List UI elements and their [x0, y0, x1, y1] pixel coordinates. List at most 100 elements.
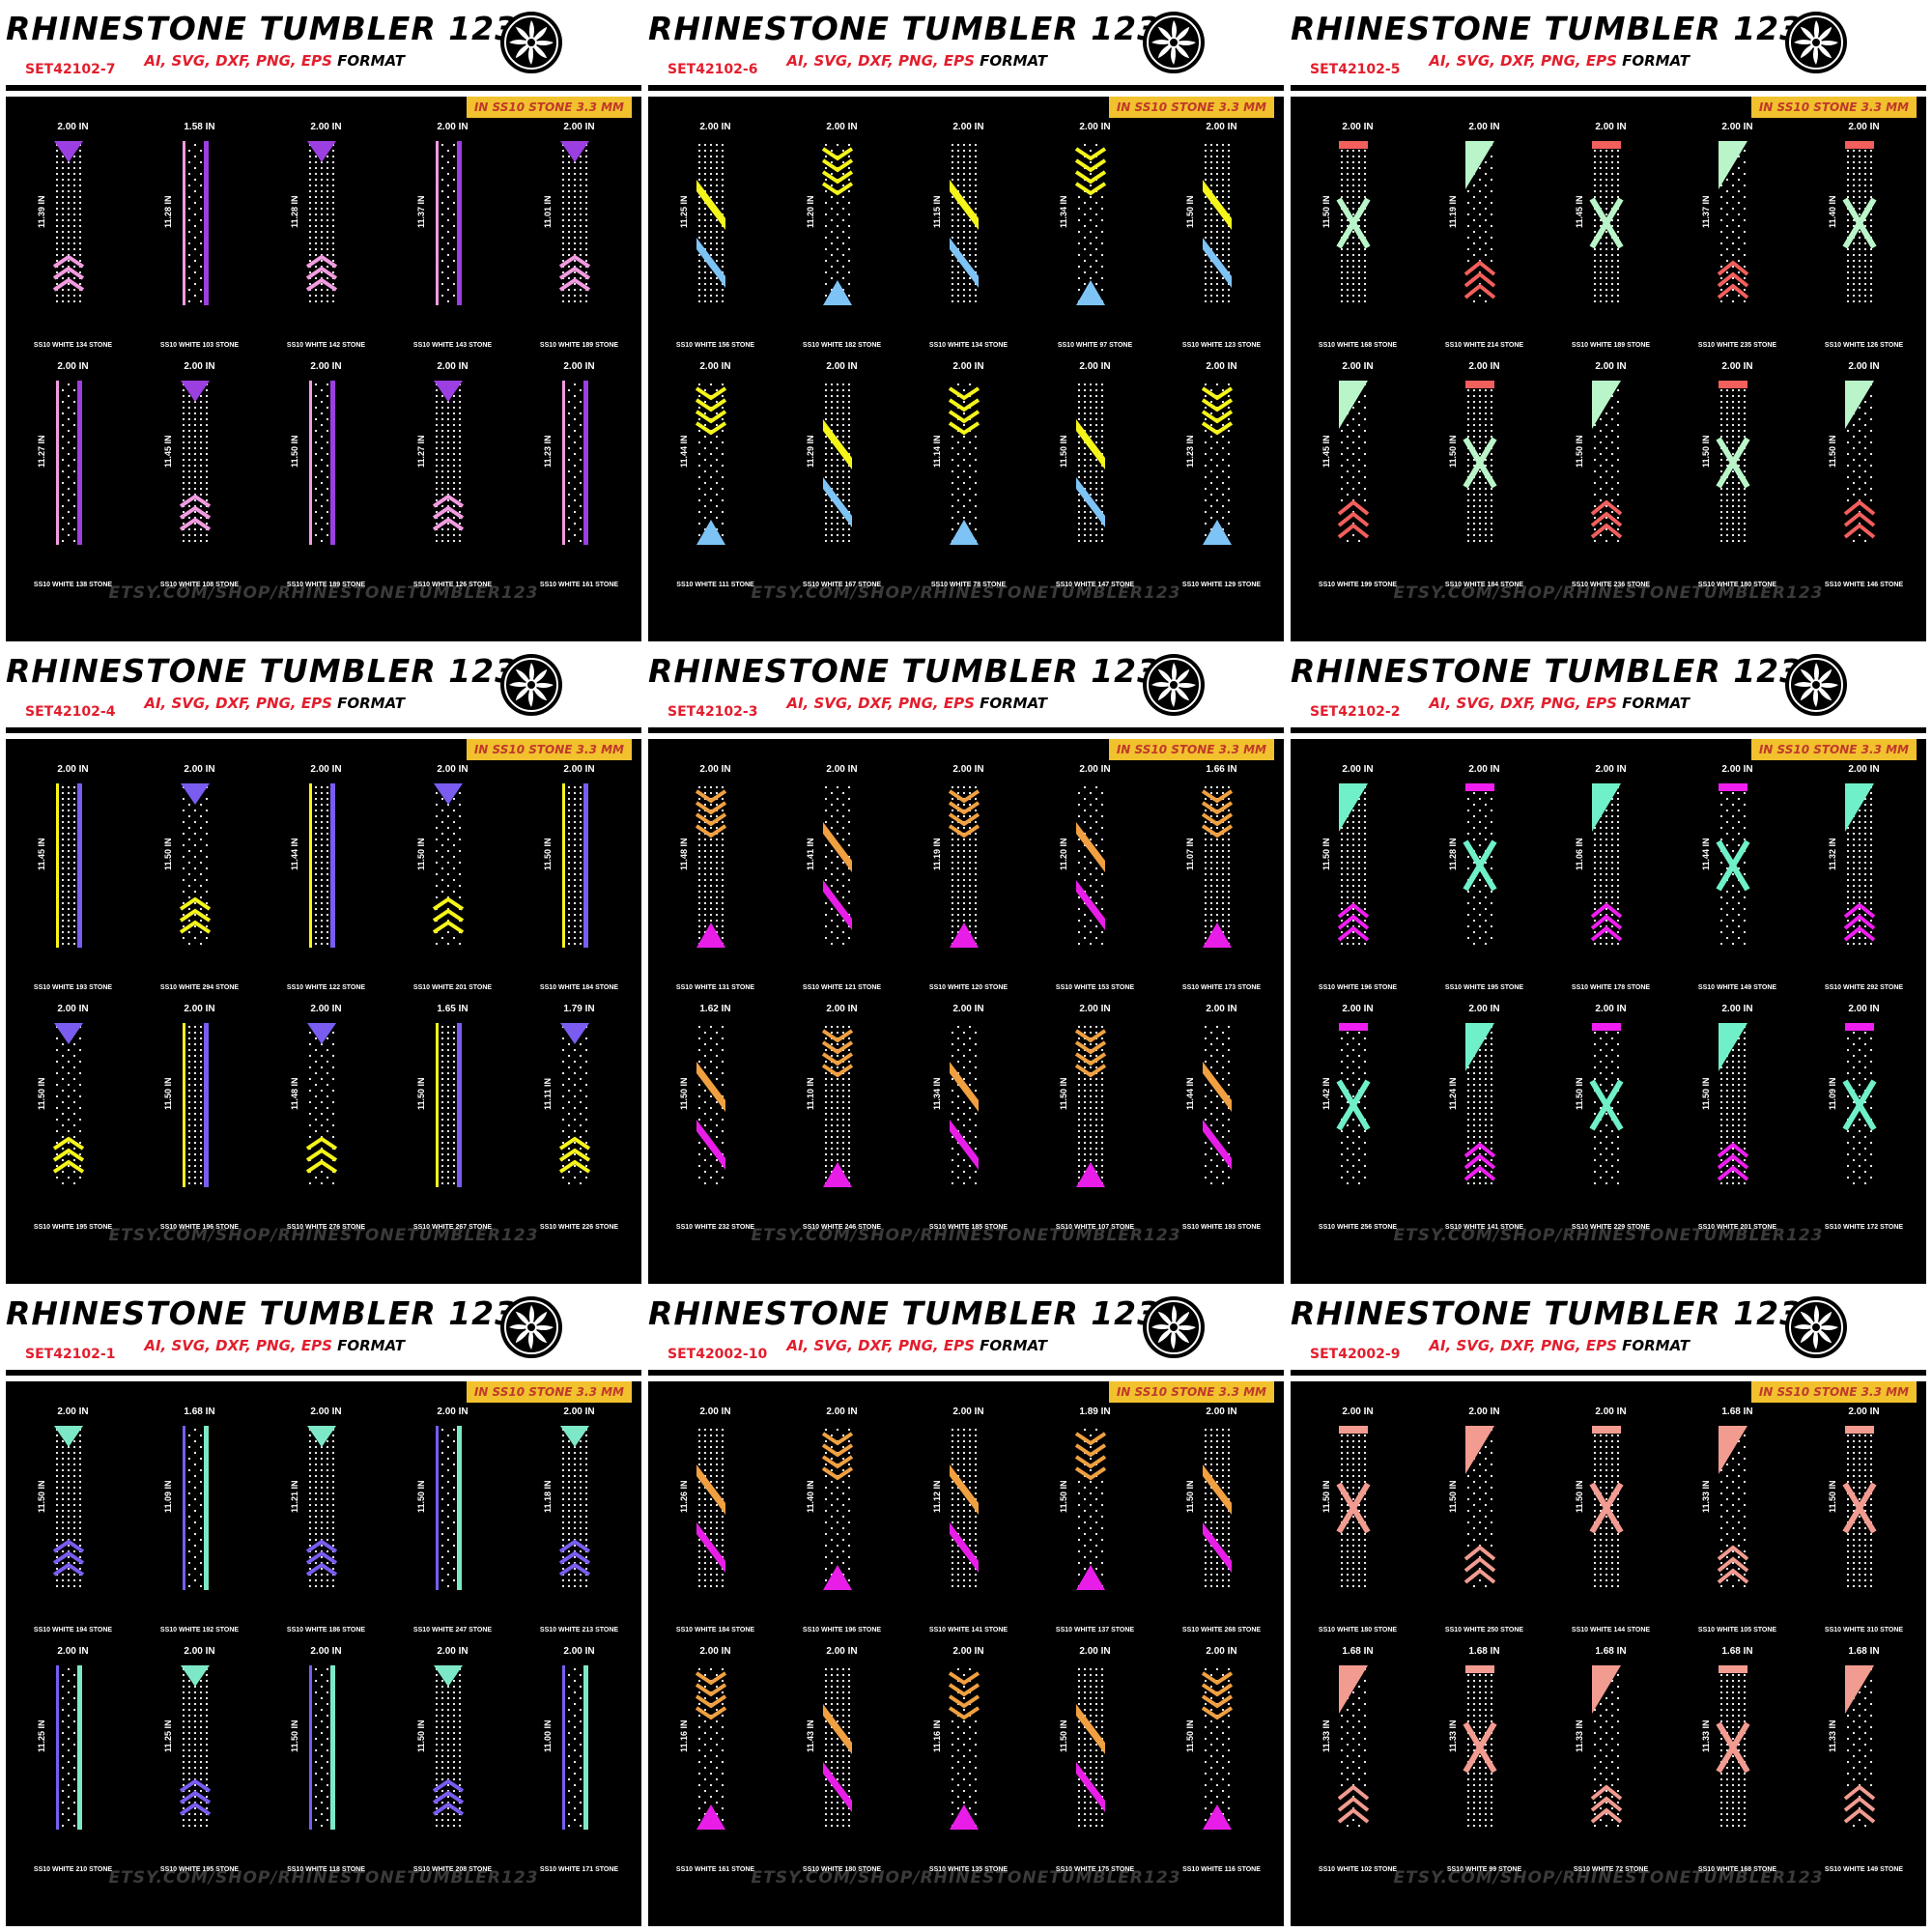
tumbler-design[interactable]: 2.00 IN 11.50 IN SS10 WHITE 184 STONE: [516, 764, 641, 1003]
stone-count-label: SS10 WHITE 172 STONE: [1824, 1224, 1904, 1231]
tumbler-design[interactable]: 2.00 IN 11.20 IN SS10 WHITE 182 STONE: [779, 122, 905, 360]
tumbler-design[interactable]: 2.00 IN 11.39 IN SS10 WHITE 134 STONE: [10, 122, 136, 360]
tumbler-design[interactable]: 2.00 IN 11.20 IN SS10 WHITE 153 STONE: [1032, 764, 1158, 1003]
tumbler-design[interactable]: 2.00 IN 11.50 IN SS10 WHITE 168 STONE: [1294, 122, 1421, 360]
tumbler-design[interactable]: 2.00 IN 11.25 IN SS10 WHITE 195 STONE: [136, 1646, 263, 1885]
tumbler-design[interactable]: 2.00 IN 11.50 IN SS10 WHITE 116 STONE: [1158, 1646, 1284, 1885]
tumbler-design[interactable]: 2.00 IN 11.16 IN SS10 WHITE 135 STONE: [905, 1646, 1032, 1885]
tumbler-design[interactable]: 1.68 IN 11.33 IN SS10 WHITE 99 STONE: [1421, 1646, 1548, 1885]
width-label: 2.00 IN: [563, 764, 595, 775]
tumbler-design[interactable]: 2.00 IN 11.50 IN SS10 WHITE 194 STONE: [10, 1406, 136, 1645]
format-suffix: FORMAT: [337, 695, 405, 712]
tumbler-design[interactable]: 1.68 IN 11.09 IN SS10 WHITE 192 STONE: [136, 1406, 263, 1645]
tumbler-design[interactable]: 2.00 IN 11.50 IN SS10 WHITE 208 STONE: [389, 1646, 516, 1885]
tumbler-design[interactable]: 2.00 IN 11.14 IN SS10 WHITE 78 STONE: [905, 361, 1032, 600]
width-label: 2.00 IN: [184, 1646, 215, 1657]
tumbler-design[interactable]: 2.00 IN 11.01 IN SS10 WHITE 189 STONE: [516, 122, 641, 360]
tumbler-design[interactable]: 2.00 IN 11.50 IN SS10 WHITE 294 STONE: [136, 764, 263, 1003]
stone-count-label: SS10 WHITE 161 STONE: [675, 1866, 755, 1873]
tumbler-design[interactable]: 2.00 IN 11.50 IN SS10 WHITE 180 STONE: [1674, 361, 1801, 600]
tumbler-design[interactable]: 2.00 IN 11.50 IN SS10 WHITE 201 STONE: [1674, 1004, 1801, 1242]
tumbler-design[interactable]: 2.00 IN 11.44 IN SS10 WHITE 149 STONE: [1674, 764, 1801, 1003]
tumbler-design[interactable]: 2.00 IN 11.50 IN SS10 WHITE 196 STONE: [1294, 764, 1421, 1003]
tumbler-design[interactable]: 1.65 IN 11.50 IN SS10 WHITE 267 STONE: [389, 1004, 516, 1242]
tumbler-design[interactable]: 2.00 IN 11.50 IN SS10 WHITE 123 STONE: [1158, 122, 1284, 360]
tumbler-design[interactable]: 2.00 IN 11.45 IN SS10 WHITE 108 STONE: [136, 361, 263, 600]
tumbler-design[interactable]: 2.00 IN 11.34 IN SS10 WHITE 185 STONE: [905, 1004, 1032, 1242]
tumbler-design[interactable]: 2.00 IN 11.10 IN SS10 WHITE 246 STONE: [779, 1004, 905, 1242]
tumbler-design[interactable]: 2.00 IN 11.50 IN SS10 WHITE 184 STONE: [1421, 361, 1548, 600]
tumbler-design[interactable]: 2.00 IN 11.21 IN SS10 WHITE 186 STONE: [263, 1406, 389, 1645]
height-label: 11.50 IN: [1185, 1719, 1195, 1752]
tumbler-design[interactable]: 2.00 IN 11.09 IN SS10 WHITE 172 STONE: [1801, 1004, 1926, 1242]
tumbler-design[interactable]: 2.00 IN 11.50 IN SS10 WHITE 180 STONE: [1294, 1406, 1421, 1645]
tumbler-design[interactable]: 2.00 IN 11.15 IN SS10 WHITE 134 STONE: [905, 122, 1032, 360]
tumbler-design[interactable]: 2.00 IN 11.50 IN SS10 WHITE 196 STONE: [136, 1004, 263, 1242]
tumbler-design[interactable]: 2.00 IN 11.50 IN SS10 WHITE 144 STONE: [1548, 1406, 1674, 1645]
tumbler-design[interactable]: 2.00 IN 11.45 IN SS10 WHITE 193 STONE: [10, 764, 136, 1003]
tumbler-design[interactable]: 2.00 IN 11.23 IN SS10 WHITE 129 STONE: [1158, 361, 1284, 600]
tumbler-design[interactable]: 1.68 IN 11.33 IN SS10 WHITE 149 STONE: [1801, 1646, 1926, 1885]
tumbler-design[interactable]: 2.00 IN 11.48 IN SS10 WHITE 276 STONE: [263, 1004, 389, 1242]
tumbler-design[interactable]: 2.00 IN 11.26 IN SS10 WHITE 184 STONE: [652, 1406, 779, 1645]
tumbler-design[interactable]: 2.00 IN 11.50 IN SS10 WHITE 310 STONE: [1801, 1406, 1926, 1645]
tumbler-design[interactable]: 2.00 IN 11.44 IN SS10 WHITE 193 STONE: [1158, 1004, 1284, 1242]
tumbler-design[interactable]: 2.00 IN 11.27 IN SS10 WHITE 138 STONE: [10, 361, 136, 600]
tumbler-design[interactable]: 2.00 IN 11.28 IN SS10 WHITE 142 STONE: [263, 122, 389, 360]
tumbler-design[interactable]: 1.66 IN 11.07 IN SS10 WHITE 173 STONE: [1158, 764, 1284, 1003]
tumbler-design[interactable]: 2.00 IN 11.29 IN SS10 WHITE 167 STONE: [779, 361, 905, 600]
tumbler-design[interactable]: 2.00 IN 11.40 IN SS10 WHITE 196 STONE: [779, 1406, 905, 1645]
tumbler-design[interactable]: 2.00 IN 11.44 IN SS10 WHITE 122 STONE: [263, 764, 389, 1003]
format-suffix: FORMAT: [1622, 52, 1690, 70]
tumbler-design[interactable]: 1.68 IN 11.33 IN SS10 WHITE 102 STONE: [1294, 1646, 1421, 1885]
tumbler-design[interactable]: 2.00 IN 11.50 IN SS10 WHITE 268 STONE: [1158, 1406, 1284, 1645]
stone-count-label: SS10 WHITE 123 STONE: [1181, 342, 1262, 349]
tumbler-design[interactable]: 2.00 IN 11.42 IN SS10 WHITE 256 STONE: [1294, 1004, 1421, 1242]
tumbler-design[interactable]: 2.00 IN 11.44 IN SS10 WHITE 111 STONE: [652, 361, 779, 600]
tumbler-design[interactable]: 2.00 IN 11.23 IN SS10 WHITE 161 STONE: [516, 361, 641, 600]
tumbler-design[interactable]: 2.00 IN 11.50 IN SS10 WHITE 147 STONE: [1032, 361, 1158, 600]
height-label: 11.50 IN: [416, 838, 426, 870]
tumbler-design[interactable]: 2.00 IN 11.00 IN SS10 WHITE 171 STONE: [516, 1646, 641, 1885]
tumbler-design[interactable]: 2.00 IN 11.50 IN SS10 WHITE 201 STONE: [389, 764, 516, 1003]
tumbler-design[interactable]: 2.00 IN 11.27 IN SS10 WHITE 126 STONE: [389, 361, 516, 600]
tumbler-design[interactable]: 1.79 IN 11.11 IN SS10 WHITE 226 STONE: [516, 1004, 641, 1242]
tumbler-design[interactable]: 2.00 IN 11.25 IN SS10 WHITE 156 STONE: [652, 122, 779, 360]
tumbler-design[interactable]: 2.00 IN 11.50 IN SS10 WHITE 175 STONE: [1032, 1646, 1158, 1885]
tumbler-design[interactable]: 2.00 IN 11.19 IN SS10 WHITE 120 STONE: [905, 764, 1032, 1003]
tumbler-design[interactable]: 1.58 IN 11.28 IN SS10 WHITE 103 STONE: [136, 122, 263, 360]
tumbler-design[interactable]: 2.00 IN 11.50 IN SS10 WHITE 195 STONE: [10, 1004, 136, 1242]
tumbler-design[interactable]: 2.00 IN 11.50 IN SS10 WHITE 247 STONE: [389, 1406, 516, 1645]
tumbler-design[interactable]: 2.00 IN 11.43 IN SS10 WHITE 180 STONE: [779, 1646, 905, 1885]
tumbler-design[interactable]: 2.00 IN 11.12 IN SS10 WHITE 141 STONE: [905, 1406, 1032, 1645]
tumbler-design[interactable]: 1.62 IN 11.50 IN SS10 WHITE 232 STONE: [652, 1004, 779, 1242]
tumbler-design[interactable]: 2.00 IN 11.37 IN SS10 WHITE 143 STONE: [389, 122, 516, 360]
tumbler-design[interactable]: 2.00 IN 11.34 IN SS10 WHITE 97 STONE: [1032, 122, 1158, 360]
tumbler-design[interactable]: 2.00 IN 11.19 IN SS10 WHITE 214 STONE: [1421, 122, 1548, 360]
tumbler-design[interactable]: 2.00 IN 11.45 IN SS10 WHITE 199 STONE: [1294, 361, 1421, 600]
tumbler-design[interactable]: 2.00 IN 11.41 IN SS10 WHITE 121 STONE: [779, 764, 905, 1003]
tumbler-design[interactable]: 2.00 IN 11.50 IN SS10 WHITE 189 STONE: [263, 361, 389, 600]
tumbler-design[interactable]: 2.00 IN 11.16 IN SS10 WHITE 161 STONE: [652, 1646, 779, 1885]
tumbler-design[interactable]: 2.00 IN 11.50 IN SS10 WHITE 229 STONE: [1548, 1004, 1674, 1242]
tumbler-design[interactable]: 2.00 IN 11.50 IN SS10 WHITE 250 STONE: [1421, 1406, 1548, 1645]
tumbler-design[interactable]: 2.00 IN 11.40 IN SS10 WHITE 126 STONE: [1801, 122, 1926, 360]
tumbler-design[interactable]: 2.00 IN 11.37 IN SS10 WHITE 235 STONE: [1674, 122, 1801, 360]
tumbler-design[interactable]: 2.00 IN 11.32 IN SS10 WHITE 292 STONE: [1801, 764, 1926, 1003]
tumbler-design[interactable]: 2.00 IN 11.50 IN SS10 WHITE 146 STONE: [1801, 361, 1926, 600]
tumbler-design[interactable]: 2.00 IN 11.18 IN SS10 WHITE 213 STONE: [516, 1406, 641, 1645]
tumbler-design[interactable]: 1.68 IN 11.33 IN SS10 WHITE 168 STONE: [1674, 1646, 1801, 1885]
tumbler-design[interactable]: 1.68 IN 11.33 IN SS10 WHITE 72 STONE: [1548, 1646, 1674, 1885]
tumbler-design[interactable]: 2.00 IN 11.06 IN SS10 WHITE 178 STONE: [1548, 764, 1674, 1003]
stone-count-label: SS10 WHITE 189 STONE: [286, 582, 366, 588]
tumbler-design[interactable]: 2.00 IN 11.45 IN SS10 WHITE 189 STONE: [1548, 122, 1674, 360]
tumbler-design[interactable]: 2.00 IN 11.50 IN SS10 WHITE 236 STONE: [1548, 361, 1674, 600]
tumbler-design[interactable]: 2.00 IN 11.25 IN SS10 WHITE 210 STONE: [10, 1646, 136, 1885]
tumbler-design[interactable]: 2.00 IN 11.50 IN SS10 WHITE 118 STONE: [263, 1646, 389, 1885]
tumbler-design[interactable]: 1.68 IN 11.33 IN SS10 WHITE 105 STONE: [1674, 1406, 1801, 1645]
tumbler-design[interactable]: 1.89 IN 11.50 IN SS10 WHITE 137 STONE: [1032, 1406, 1158, 1645]
tumbler-design[interactable]: 2.00 IN 11.50 IN SS10 WHITE 107 STONE: [1032, 1004, 1158, 1242]
tumbler-design[interactable]: 2.00 IN 11.24 IN SS10 WHITE 141 STONE: [1421, 1004, 1548, 1242]
tumbler-design[interactable]: 2.00 IN 11.48 IN SS10 WHITE 131 STONE: [652, 764, 779, 1003]
tumbler-design[interactable]: 2.00 IN 11.28 IN SS10 WHITE 195 STONE: [1421, 764, 1548, 1003]
